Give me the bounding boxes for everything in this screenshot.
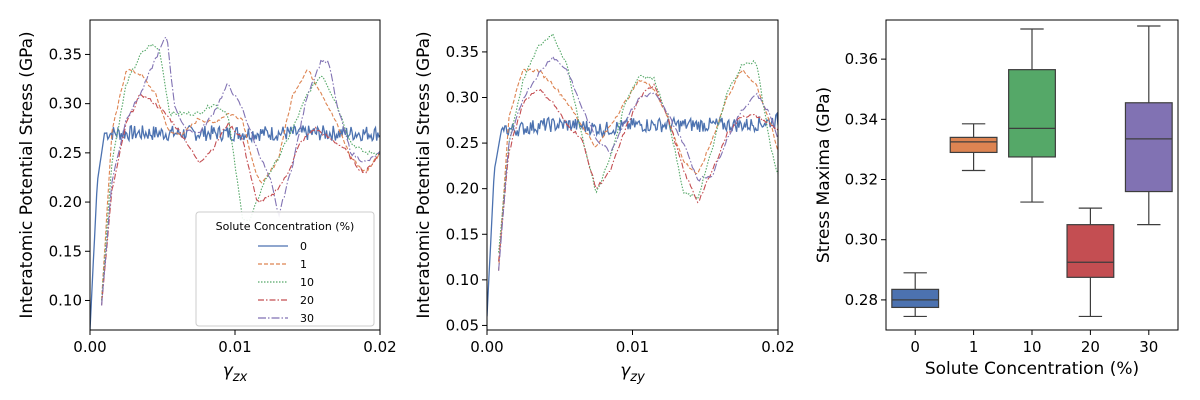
series-line-0 xyxy=(90,124,380,330)
y-axis-label: Interatomic Potential Stress (GPa) xyxy=(17,31,37,318)
box-body xyxy=(1008,69,1056,158)
x-axis-label: γzx xyxy=(223,361,248,385)
plot-frame xyxy=(486,19,779,331)
x-tick-label: 0.02 xyxy=(363,338,396,356)
x-axis-symbol: γ xyxy=(223,361,234,381)
legend-label-10: 10 xyxy=(300,276,314,289)
y-tick-label: 0.30 xyxy=(49,95,82,113)
series-line-1 xyxy=(498,68,778,271)
y-tick-label: 0.35 xyxy=(446,43,479,61)
y-axis-label: Stress Maxima (GPa) xyxy=(814,87,834,263)
legend-box xyxy=(195,211,375,327)
series-line-30 xyxy=(498,55,778,271)
x-tick-label: 10 xyxy=(1022,338,1041,356)
series-line-20 xyxy=(101,92,380,306)
box-20 xyxy=(1066,207,1115,318)
series-line-0 xyxy=(487,111,778,317)
y-tick-label: 0.30 xyxy=(845,231,878,249)
x-tick-label: 0 xyxy=(910,338,920,356)
box-body xyxy=(949,136,998,154)
x-tick-label: 0.00 xyxy=(470,338,503,356)
legend-label-20: 20 xyxy=(300,294,314,307)
y-tick-label: 0.35 xyxy=(49,45,82,63)
box-body xyxy=(1124,102,1173,193)
box-1 xyxy=(949,123,998,172)
series-line-10 xyxy=(101,43,380,301)
legend-label-30: 30 xyxy=(300,312,314,325)
series-line-20 xyxy=(498,83,778,262)
x-tick-label: 0.01 xyxy=(616,338,649,356)
box-30 xyxy=(1124,25,1173,226)
x-tick-label: 1 xyxy=(969,338,979,356)
x-axis-label: γzy xyxy=(620,361,645,385)
line-panel-1: 0.05 0.10 0.15 0.20 0.25 0.30 0.35 0.00 0.01 0.02… xyxy=(414,19,795,385)
box-body xyxy=(891,288,940,309)
box-body xyxy=(1066,224,1115,278)
x-tick-label: 0.00 xyxy=(73,338,106,356)
y-tick-label: 0.25 xyxy=(446,134,479,152)
y-tick-label: 0.10 xyxy=(49,291,82,309)
x-tick-label: 0.02 xyxy=(761,338,794,356)
series-line-10 xyxy=(498,32,778,253)
y-axis-label: Interatomic Potential Stress (GPa) xyxy=(414,31,434,318)
y-tick-label: 0.20 xyxy=(446,180,479,198)
y-tick-label: 0.10 xyxy=(446,271,479,289)
y-tick-label: 0.20 xyxy=(49,193,82,211)
x-axis-subscript: zx xyxy=(232,370,248,385)
y-tick-label: 0.36 xyxy=(845,50,878,68)
legend-label-1: 1 xyxy=(300,258,307,271)
box-panel: 0 1 10 20 30 0.28 0.30 0.32 0.34 0.36 Solute Conce… xyxy=(814,19,1179,379)
x-tick-label: 20 xyxy=(1081,338,1100,356)
series-group xyxy=(487,32,778,317)
x-axis-symbol: γ xyxy=(620,361,631,381)
legend-label-0: 0 xyxy=(300,240,307,253)
x-tick-label: 0.01 xyxy=(218,338,251,356)
y-tick-label: 0.15 xyxy=(446,225,479,243)
legend-title: Solute Concentration (%) xyxy=(216,220,355,233)
y-tick-label: 0.34 xyxy=(845,110,878,128)
y-tick-label: 0.30 xyxy=(446,89,479,107)
y-tick-label: 0.05 xyxy=(446,316,479,334)
box-0 xyxy=(891,272,940,318)
y-tick-label: 0.28 xyxy=(845,291,878,309)
y-tick-label: 0.15 xyxy=(49,242,82,260)
x-axis-label: Solute Concentration (%) xyxy=(925,359,1139,379)
y-tick-label: 0.25 xyxy=(49,144,82,162)
series-group xyxy=(90,36,380,330)
y-tick-label: 0.32 xyxy=(845,171,878,189)
box-10 xyxy=(1008,28,1056,203)
x-tick-label: 30 xyxy=(1139,338,1158,356)
series-line-1 xyxy=(101,68,380,301)
x-axis-subscript: zy xyxy=(629,370,645,385)
line-panel-0: 0.10 0.15 0.20 0.25 0.30 0.35 0.00 0.01 0.02 γzx I… xyxy=(17,19,397,385)
